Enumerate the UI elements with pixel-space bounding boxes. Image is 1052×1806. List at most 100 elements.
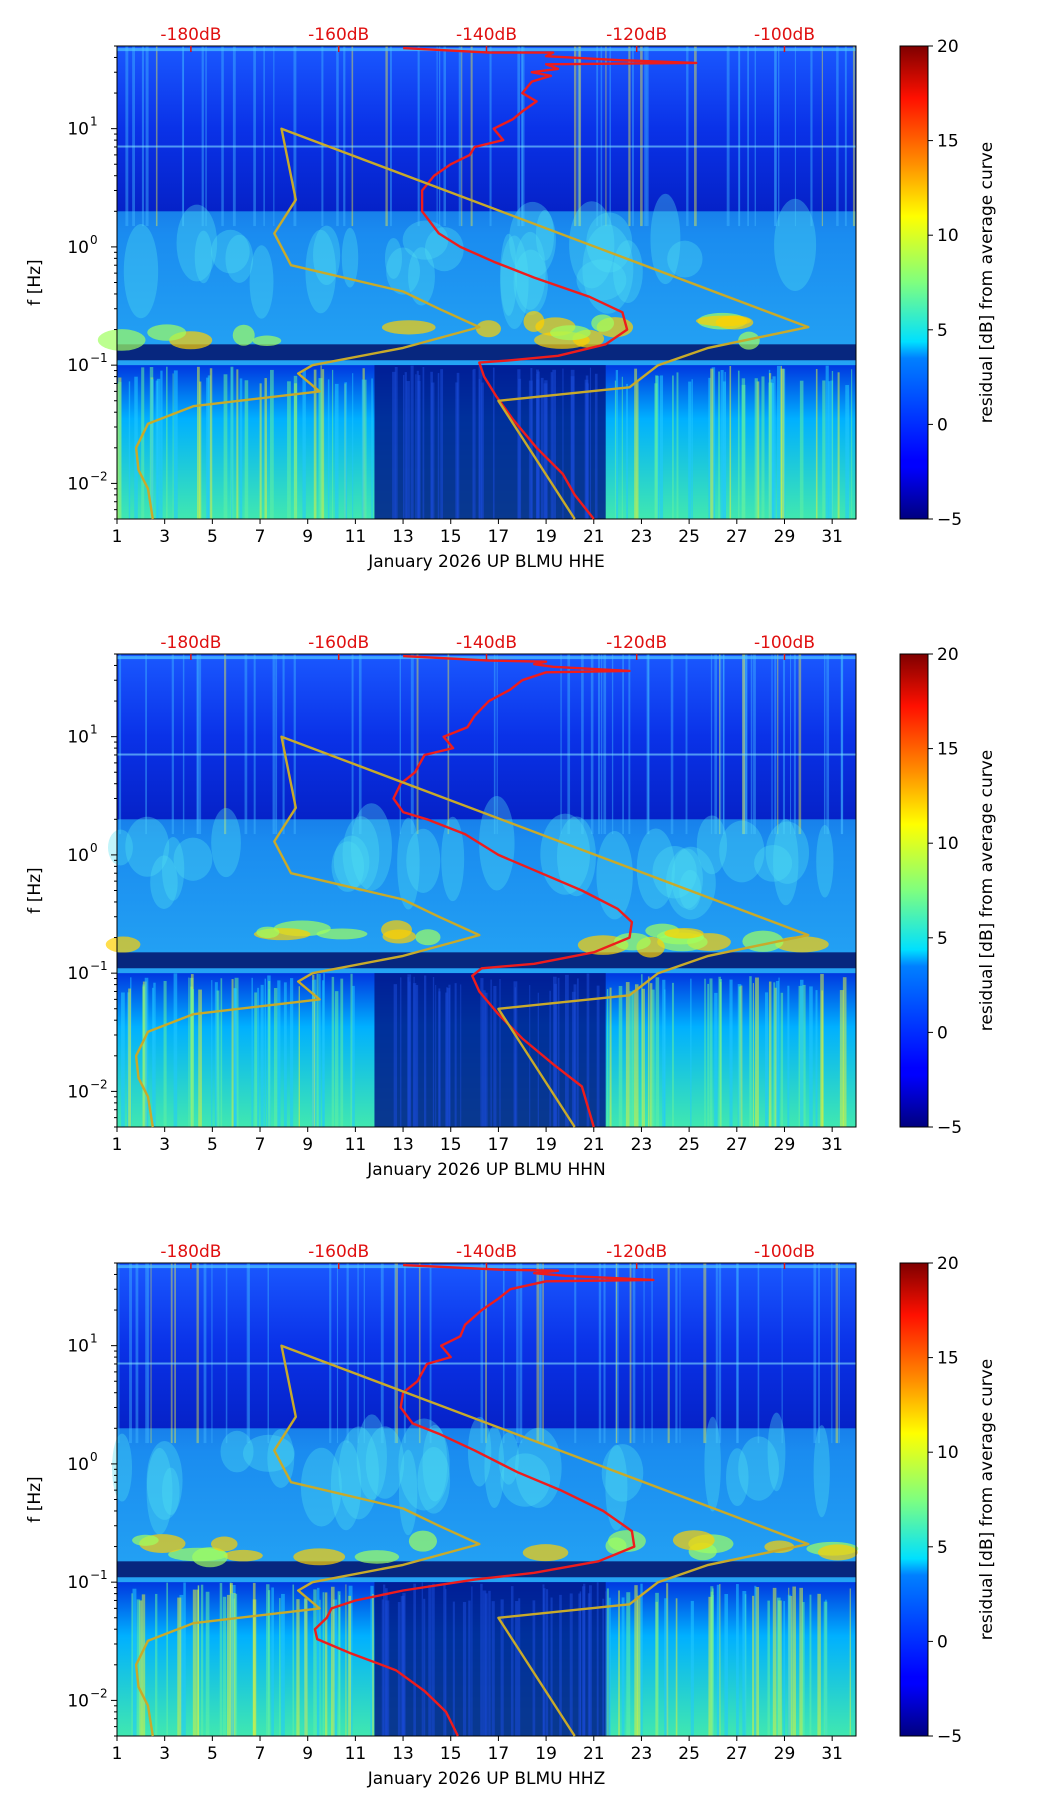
storm-blob	[540, 813, 591, 895]
y-axis-label: f [Hz]	[25, 867, 45, 913]
microseism-patch	[775, 936, 829, 953]
low-frequency-stripe	[231, 367, 233, 519]
microseism-patch	[381, 320, 436, 335]
low-frequency-stripe	[131, 1593, 133, 1736]
low-frequency-stripe	[729, 366, 732, 519]
storm-blob	[816, 825, 834, 898]
high-frequency-stripe	[399, 654, 401, 835]
high-frequency-stripe	[351, 46, 354, 227]
high-frequency-stripe	[203, 1263, 207, 1444]
low-frequency-stripe	[802, 1602, 805, 1736]
low-frequency-stripe	[720, 369, 724, 519]
low-frequency-stripe	[756, 381, 760, 519]
low-frequency-stripe	[585, 382, 589, 519]
low-frequency-stripe	[583, 1583, 586, 1736]
high-frequency-stripe	[753, 654, 756, 835]
high-frequency-stripe	[141, 46, 145, 227]
high-frequency-stripe	[715, 1263, 718, 1444]
low-frequency-stripe	[445, 1588, 447, 1736]
low-frequency-stripe	[371, 378, 373, 519]
low-frequency-stripe	[153, 982, 156, 1127]
y-tick-label: 10	[67, 1455, 89, 1475]
high-frequency-stripe	[744, 654, 746, 835]
storm-blob	[652, 845, 697, 899]
storm-blob	[112, 1433, 133, 1502]
db-tick-label: -120dB	[606, 25, 667, 45]
low-frequency-stripe	[141, 1594, 146, 1736]
high-frequency-stripe	[742, 654, 745, 835]
microseism-patch	[223, 1549, 263, 1562]
high-frequency-stripe	[603, 1263, 606, 1444]
low-frequency-stripe	[851, 369, 853, 519]
storm-blob	[161, 836, 185, 901]
high-frequency-stripe	[145, 654, 148, 835]
low-frequency-stripe	[381, 1599, 384, 1736]
high-frequency-stripe	[616, 1263, 619, 1444]
high-frequency-stripe	[615, 1263, 618, 1444]
low-frequency-stripe	[499, 978, 501, 1127]
x-tick-label: 13	[392, 527, 414, 547]
colorbar-tick-label: 20	[937, 37, 959, 57]
storm-blob	[500, 235, 529, 330]
low-frequency-stripe	[714, 992, 718, 1127]
high-frequency-stripe	[573, 46, 577, 227]
x-tick-label: 7	[255, 1744, 266, 1764]
storm-blob	[484, 1426, 505, 1509]
low-frequency-stripe	[318, 974, 321, 1127]
low-frequency-stripe	[166, 1582, 169, 1736]
high-frequency-stripe	[694, 46, 697, 227]
storm-blob	[146, 1441, 183, 1520]
x-tick-label: 21	[583, 1135, 605, 1155]
low-frequency-stripe	[183, 1582, 186, 1736]
low-frequency-stripe	[787, 1594, 791, 1736]
storm-blob	[754, 845, 793, 882]
db-tick-label: -180dB	[160, 633, 221, 653]
high-frequency-stripe	[363, 1263, 365, 1444]
low-frequency-stripe	[640, 1583, 643, 1736]
low-frequency-stripe	[517, 369, 521, 519]
low-frequency-stripe	[121, 992, 125, 1127]
microseism-gap-band	[117, 344, 856, 361]
high-frequency-stripe	[129, 1263, 132, 1444]
colorbar-tick-label: 20	[937, 645, 959, 665]
spectrogram-image	[97, 46, 856, 519]
high-frequency-stripe	[517, 46, 521, 227]
high-frequency-stripe	[403, 1263, 406, 1444]
low-frequency-stripe	[626, 1592, 631, 1736]
low-frequency-stripe	[636, 380, 639, 519]
storm-blob	[636, 828, 676, 909]
low-frequency-stripe	[233, 988, 237, 1127]
high-frequency-stripe	[736, 1263, 739, 1444]
storm-blob	[313, 225, 341, 286]
high-frequency-stripe	[429, 1263, 432, 1444]
low-frequency-stripe	[629, 991, 634, 1127]
low-frequency-stripe	[602, 1598, 605, 1736]
x-tick-label: 15	[440, 1744, 462, 1764]
low-frequency-stripe	[484, 992, 488, 1127]
high-frequency-stripe	[840, 654, 844, 835]
microseism-patch	[192, 1547, 228, 1568]
low-frequency-stripe	[594, 373, 598, 519]
noise-level-line	[313, 1263, 655, 1737]
low-frequency-stripe	[166, 366, 168, 519]
spectrogram-image	[105, 654, 856, 1127]
low-frequency-stripe	[773, 982, 776, 1127]
low-frequency-stripe	[719, 1584, 721, 1736]
low-frequency-stripe	[321, 369, 325, 519]
low-frequency-stripe	[471, 1586, 473, 1736]
low-frequency-stripe	[708, 377, 711, 519]
low-frequency-stripe	[473, 368, 476, 519]
colorbar: 20 15 10 5 0 −5 residual [dB] from average cur…	[899, 37, 997, 530]
low-frequency-stripe	[216, 990, 220, 1127]
high-frequency-stripe	[182, 46, 185, 227]
high-frequency-stripe	[567, 654, 571, 835]
storm-blob	[356, 1414, 387, 1500]
low-frequency-stripe	[724, 1594, 729, 1736]
low-frequency-stripe	[254, 992, 258, 1127]
low-frequency-stripe	[562, 368, 564, 519]
high-frequency-stripe	[458, 46, 462, 227]
storm-blob	[586, 212, 633, 273]
low-frequency-stripe	[537, 992, 539, 1127]
low-frequency-stripe	[621, 376, 623, 519]
